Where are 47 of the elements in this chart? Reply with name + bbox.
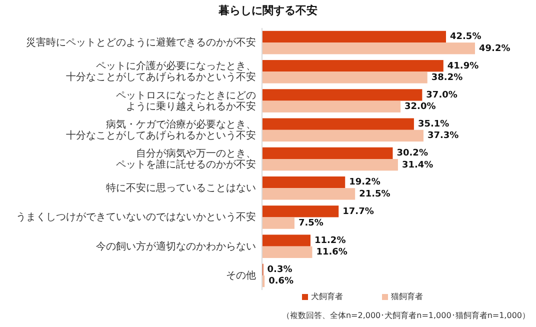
legend-label: 犬飼育者 <box>311 292 343 302</box>
data-label: 38.2% <box>431 72 463 83</box>
y-tick-label: 今の飼い方が適切なのかわからない <box>96 240 256 252</box>
text: （複数回答、全体n=2,000･犬飼育者n=1,000･猫飼育者n=1,000） <box>282 311 530 320</box>
data-label: 37.3% <box>427 131 459 142</box>
data-label: 41.9% <box>447 61 479 72</box>
data-label: 21.5% <box>359 189 390 200</box>
y-tick-label: 自分が病気や万一のとき、ペットを誰に託せるのかが不安 <box>116 147 256 170</box>
data-label: 37.0% <box>426 90 458 100</box>
data-label: 30.2% <box>396 148 428 159</box>
y-tick-label: うまくしつけができていないのではないかという不安 <box>16 210 256 223</box>
bar <box>262 246 312 258</box>
data-label: 35.1% <box>418 120 450 130</box>
data-label: 0.6% <box>268 276 294 287</box>
bar <box>262 176 346 188</box>
data-label: 7.5% <box>298 218 324 229</box>
chart-title: 暮らしに関する不安 <box>218 4 318 17</box>
bar <box>262 234 310 246</box>
bar <box>262 206 339 218</box>
data-label: 49.2% <box>479 44 510 54</box>
bar <box>262 147 393 159</box>
data-label: 19.2% <box>349 178 380 188</box>
data-label: 32.0% <box>404 102 436 112</box>
y-tick-label: 病気・ケガで治療が必要なとき、十分なことがしてあげられるかという不安 <box>66 118 256 142</box>
bar <box>262 100 401 112</box>
data-label: 11.6% <box>316 248 348 258</box>
bar <box>262 188 356 200</box>
data-label: 0.3% <box>267 265 292 276</box>
legend-label: 猫飼育者 <box>391 292 423 302</box>
y-tick-label: 特に不安に思っていることはない <box>106 182 256 194</box>
y-tick-label: ペットロスになったときにどのように乗り越えられるか不安 <box>116 90 256 112</box>
bar <box>262 89 422 101</box>
bar <box>262 159 398 171</box>
bar <box>262 130 424 142</box>
y-tick-label: その他 <box>226 269 256 282</box>
data-label: 11.2% <box>314 236 346 246</box>
bar <box>262 42 475 54</box>
bar <box>262 118 414 130</box>
y-tick-label: 災害時にペットとどのように避難できるのかが不安 <box>26 36 256 48</box>
bar <box>262 72 428 84</box>
data-label: 31.4% <box>402 160 434 170</box>
data-label: 17.7% <box>342 206 374 217</box>
y-tick-label: ペットに介護が必要になったとき、十分なことがしてあげられるかという不安 <box>66 60 256 83</box>
data-label: 42.5% <box>450 32 482 42</box>
bar <box>262 60 444 72</box>
bar <box>262 30 446 43</box>
bar <box>262 217 294 229</box>
